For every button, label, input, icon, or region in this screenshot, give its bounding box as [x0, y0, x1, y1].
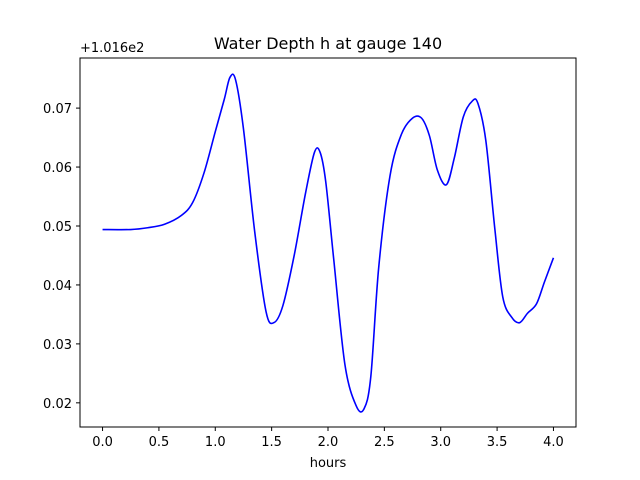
plot-area: 0.0 0.5 1.0 1.5 2.0 2.5 3.0 3.5 4.0 0.02 0.03 0.04 0… [43, 73, 564, 450]
plot-frame [79, 57, 577, 428]
y-offset-label: +1.016e2 [80, 41, 144, 56]
x-tick-label: 1.5 [261, 435, 282, 450]
x-tick-label: 4.0 [543, 435, 564, 450]
y-tick-label: 0.07 [43, 102, 72, 117]
series-line-0 [102, 73, 555, 413]
y-tick-label: 0.05 [43, 220, 72, 235]
x-axis-label: hours [310, 456, 347, 471]
x-tick-label: 0.0 [92, 435, 113, 450]
y-tick-label: 0.02 [43, 397, 72, 412]
y-tick-label: 0.06 [43, 161, 72, 176]
x-tick-label: 3.0 [430, 435, 451, 450]
y-tick-label: 0.03 [43, 338, 72, 353]
x-tick-label: 0.5 [149, 435, 170, 450]
x-tick-label: 1.0 [205, 435, 226, 450]
x-tick-label: 2.5 [374, 435, 395, 450]
x-tick-label: 3.5 [487, 435, 508, 450]
y-tick-label: 0.04 [43, 279, 72, 294]
chart-title: Water Depth h at gauge 140 [214, 34, 442, 53]
x-tick-label: 2.0 [318, 435, 339, 450]
